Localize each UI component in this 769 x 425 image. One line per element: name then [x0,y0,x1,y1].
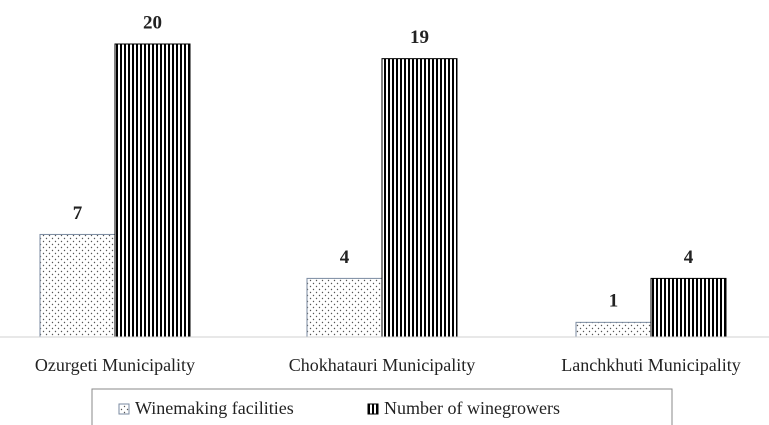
bar [114,43,191,338]
legend-label: Winemaking facilities [135,398,294,418]
legend-swatch [367,403,379,415]
bar [306,277,383,338]
x-tick-label: Chokhatauri Municipality [289,355,475,375]
data-label: 19 [410,27,429,48]
data-label: 7 [73,203,83,224]
legend-box [91,388,673,425]
x-tick-label: Ozurgeti Municipality [35,355,195,375]
data-label: 4 [684,247,694,268]
x-tick-label: Lanchkhuti Municipality [561,355,740,375]
bar [381,58,458,338]
bar [650,277,727,338]
legend-label: Number of winegrowers [384,398,560,418]
legend-swatch [118,403,130,415]
data-label: 4 [340,247,350,268]
bar [39,233,116,338]
data-label: 1 [609,291,619,312]
bar [575,321,652,338]
data-label: 20 [143,12,162,33]
